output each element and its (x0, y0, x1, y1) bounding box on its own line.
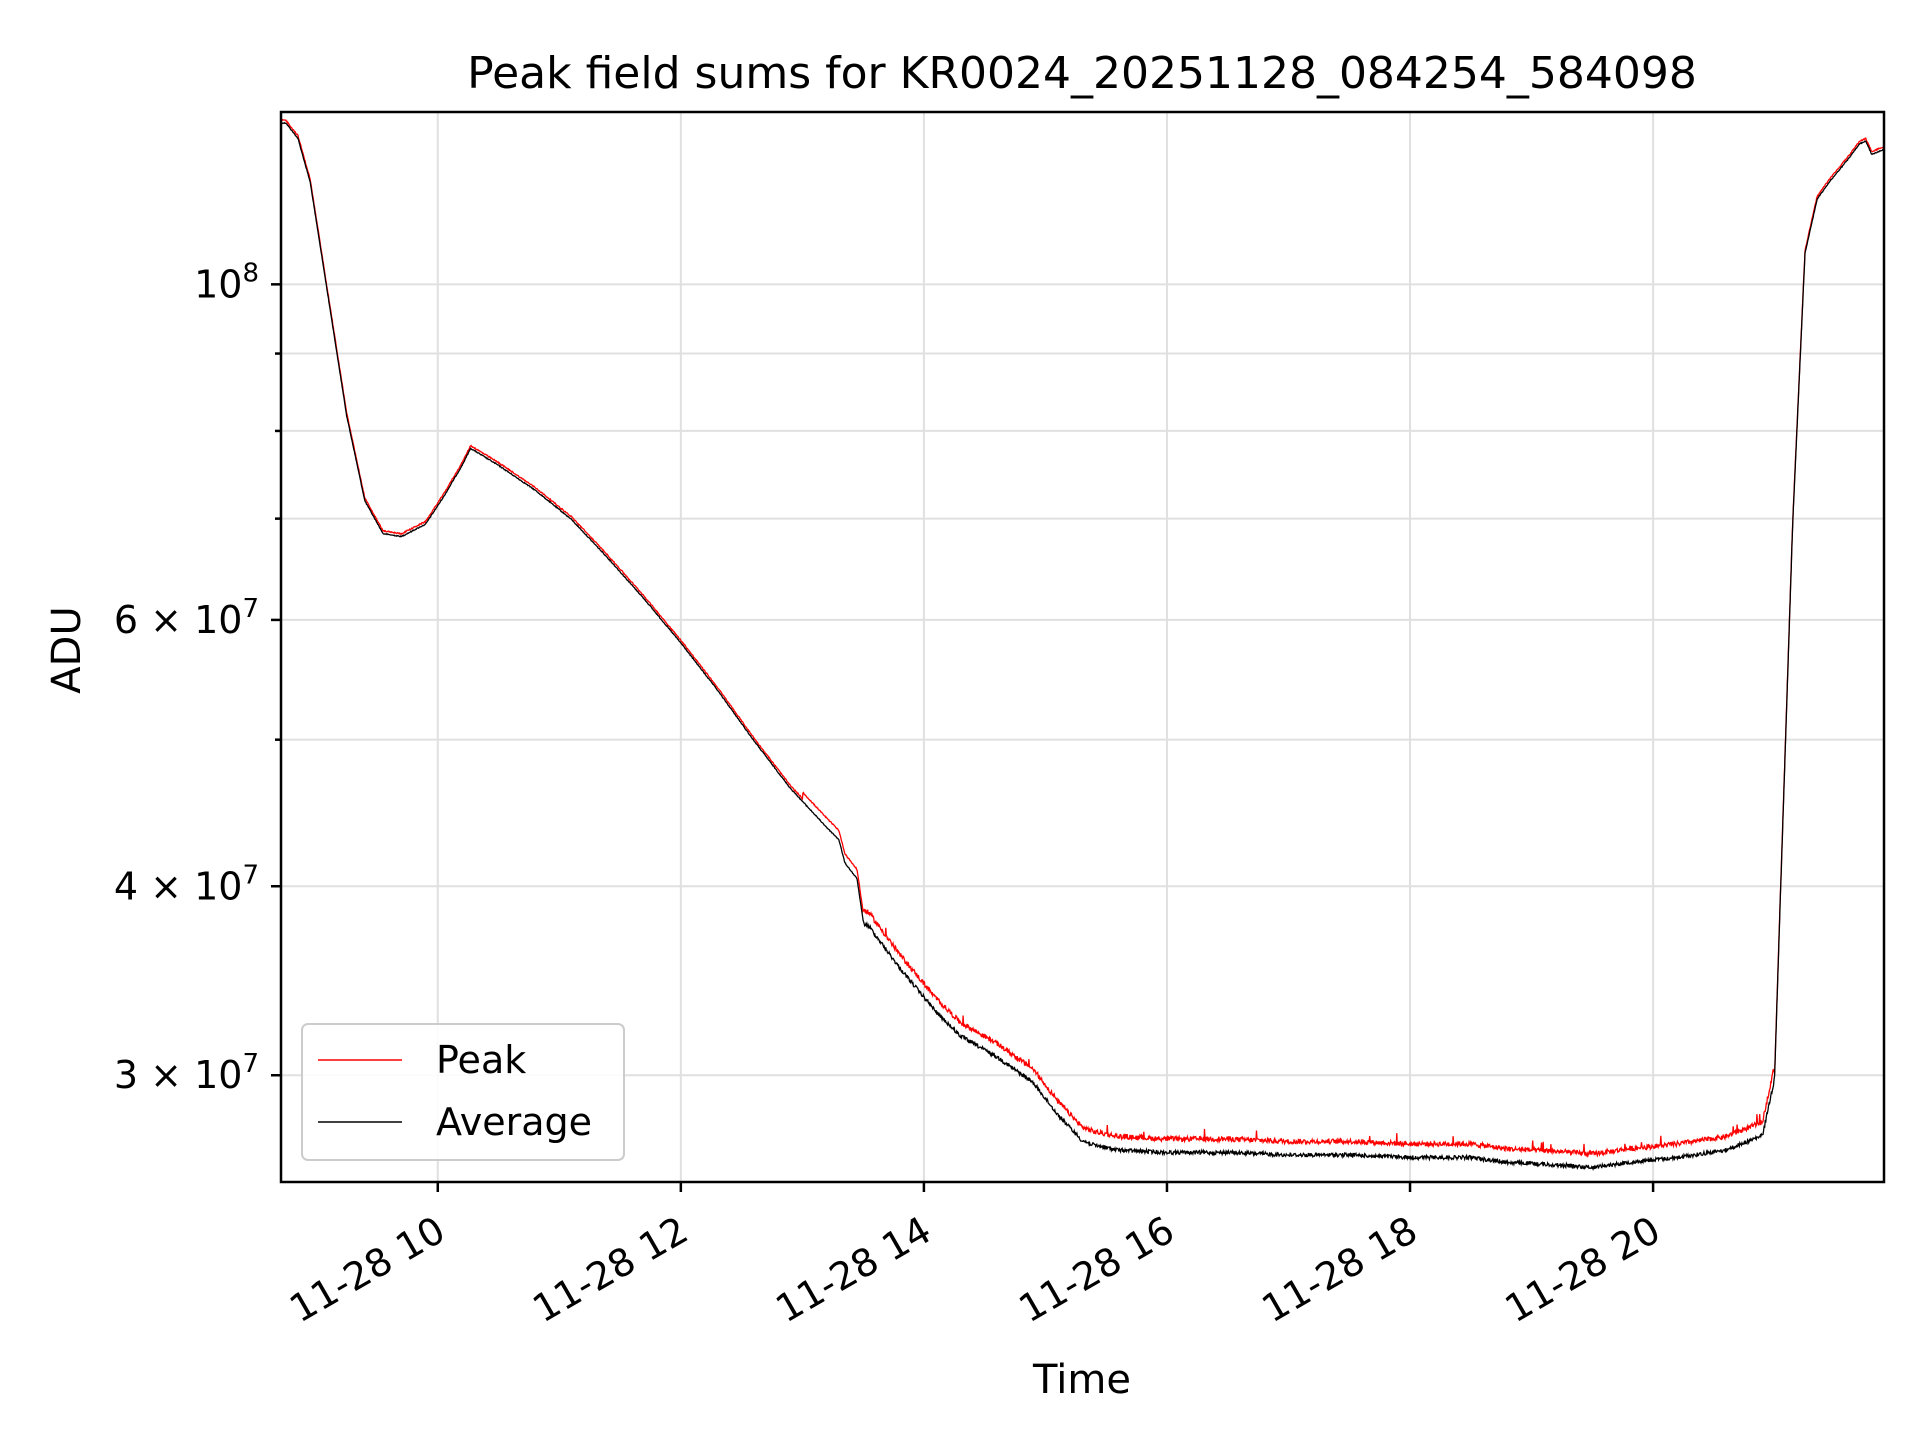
legend-peak-label: Peak (436, 1038, 526, 1082)
x-tick-label: 11-28 10 (282, 1208, 452, 1332)
x-tick-label: 11-28 12 (525, 1208, 695, 1332)
y-tick-label: 3 × 107 (114, 1049, 259, 1097)
series-peak-line (281, 118, 1884, 1159)
y-tick-label: 6 × 107 (114, 594, 259, 642)
x-tick-label: 11-28 14 (768, 1208, 938, 1332)
y-axis-label: ADU (44, 606, 90, 693)
chart-title: Peak field sums for KR0024_20251128_0842… (467, 48, 1697, 99)
x-axis-label: Time (1032, 1357, 1131, 1403)
series-layer (281, 118, 1884, 1172)
y-tick-label: 4 × 107 (114, 860, 259, 908)
legend: Peak Average (301, 1023, 625, 1161)
grid (281, 112, 1884, 1182)
x-tick-label: 11-28 16 (1011, 1208, 1181, 1332)
x-tick-label: 11-28 20 (1498, 1208, 1668, 1332)
x-tick-label: 11-28 18 (1255, 1208, 1425, 1332)
y-tick-label: 108 (194, 258, 259, 306)
plot-frame (279, 110, 1886, 1184)
series-average-line (281, 121, 1884, 1172)
legend-box (301, 1023, 625, 1161)
legend-average-label: Average (436, 1100, 592, 1144)
